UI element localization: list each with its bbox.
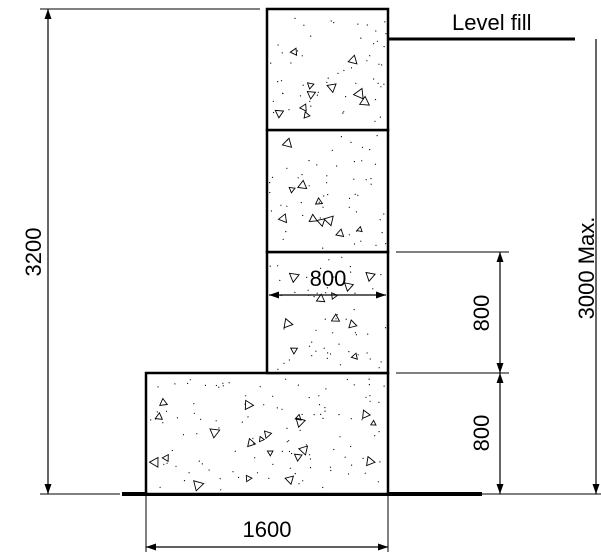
stacked-block-1 — [265, 250, 390, 375]
base-block-height-dimension: 800 — [469, 373, 504, 494]
base-width-dimension: 1600 — [145, 496, 389, 552]
base-block-height-label: 800 — [469, 415, 494, 452]
max-height-dimension: 3000 Max. — [482, 39, 601, 495]
upper-block-height-dimension: 800 — [396, 251, 509, 374]
base-width-label: 1600 — [243, 517, 292, 542]
upper-block-height-label: 800 — [469, 295, 494, 332]
overall-height-dimension: 3200 — [21, 8, 260, 495]
level-fill-label: Level fill — [452, 10, 531, 35]
base-block — [144, 371, 390, 496]
stacked-block-3 — [265, 7, 390, 132]
max-height-label: 3000 Max. — [574, 217, 599, 320]
overall-height-label: 3200 — [21, 228, 46, 277]
upper-block-width-dimension: 800 — [269, 266, 386, 299]
upper-block-width-label: 800 — [310, 266, 347, 291]
stacked-block-2 — [265, 128, 390, 254]
